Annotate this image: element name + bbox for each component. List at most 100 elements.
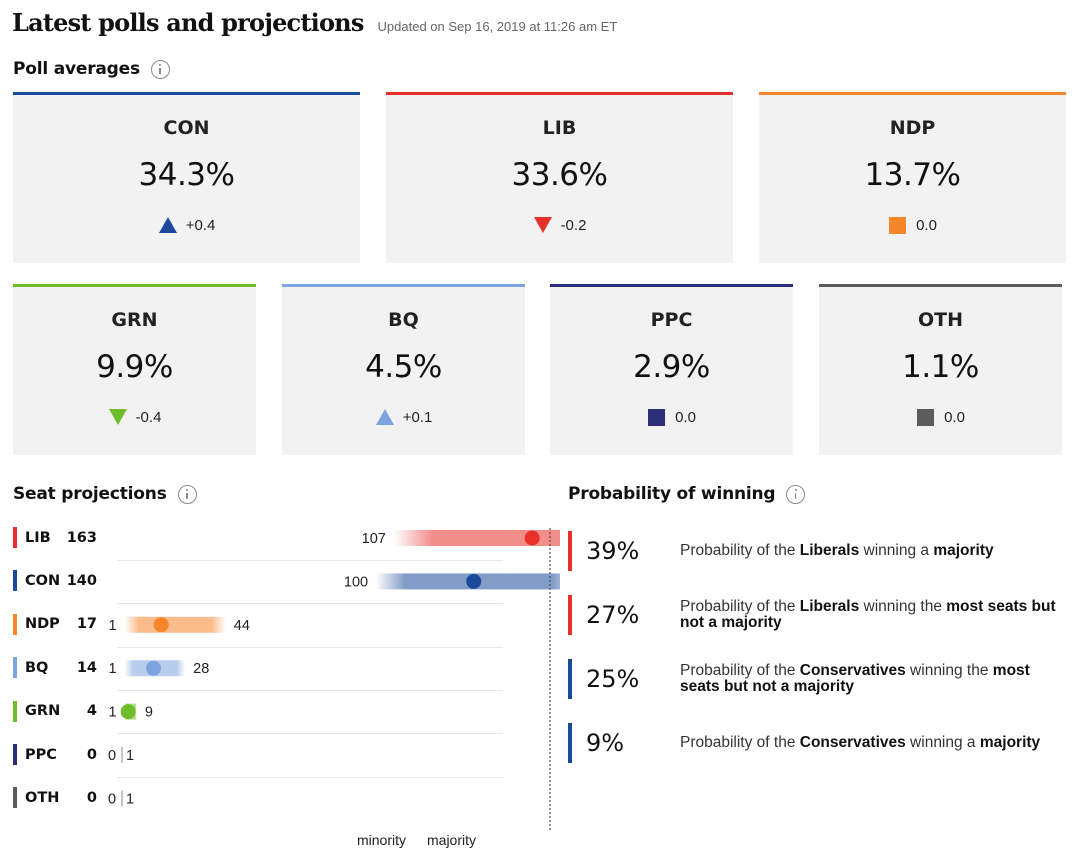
seat-projections-title: Seat projections bbox=[13, 484, 167, 504]
info-icon[interactable] bbox=[150, 59, 170, 79]
row-divider bbox=[117, 776, 503, 778]
party-color-swatch bbox=[13, 570, 17, 592]
row-divider bbox=[117, 689, 503, 691]
poll-averages-heading: Poll averages bbox=[13, 59, 170, 79]
range-bar bbox=[124, 616, 226, 633]
card-change: +0.1 bbox=[282, 408, 525, 426]
seat-row-projection: 14 bbox=[76, 659, 97, 676]
probability-emphasis: Conservatives bbox=[799, 734, 906, 751]
seat-row-con: CON 140 bbox=[13, 570, 97, 592]
range-high-label: 1 bbox=[126, 748, 134, 764]
probability-title: Probability of winning bbox=[568, 484, 776, 504]
range-low-label: 1 bbox=[108, 661, 116, 677]
seat-row-party: PPC bbox=[25, 746, 57, 763]
updated-timestamp: Updated on Sep 16, 2019 at 11:26 am ET bbox=[377, 19, 618, 34]
probability-emphasis: majority bbox=[979, 734, 1041, 751]
seat-range-lib: 107219 bbox=[362, 530, 560, 547]
party-color-swatch bbox=[13, 700, 17, 722]
card-change-value: +0.1 bbox=[402, 408, 433, 426]
card-percentage: 33.6% bbox=[511, 157, 608, 193]
seat-row-projection: 4 bbox=[86, 703, 97, 720]
projection-dot bbox=[146, 660, 162, 676]
poll-card-con: CON 34.3% +0.4 bbox=[13, 92, 360, 263]
card-change: 0.0 bbox=[550, 408, 793, 426]
triangle-down-icon bbox=[108, 409, 127, 425]
range-low-label: 107 bbox=[362, 531, 386, 547]
seat-range-bq: 1 28 bbox=[108, 660, 209, 677]
triangle-up-icon bbox=[158, 217, 177, 233]
card-percentage: 2.9% bbox=[633, 349, 710, 385]
seat-row-party: BQ bbox=[25, 659, 49, 676]
card-change-value: -0.4 bbox=[135, 408, 162, 426]
probability-description: Probability of the Liberals winning the … bbox=[680, 599, 1068, 631]
probability-text: Probability of the bbox=[680, 598, 800, 615]
range-low-label: 1 bbox=[108, 618, 116, 634]
card-change-value: +0.4 bbox=[185, 216, 216, 234]
minority-label: minority bbox=[357, 832, 407, 848]
range-high-label: 28 bbox=[193, 661, 209, 677]
party-color-swatch bbox=[13, 613, 17, 635]
range-low-label: 0 bbox=[108, 791, 116, 807]
seat-range-chart: 107219100184144128190101 bbox=[108, 528, 560, 830]
probability-emphasis: Liberals bbox=[799, 598, 860, 615]
probability-text: Probability of the bbox=[680, 662, 800, 679]
probability-item: 39% Probability of the Liberals winning a… bbox=[568, 531, 1068, 571]
page-title: Latest polls and projections bbox=[12, 8, 364, 37]
probability-emphasis: most seats but not a majority bbox=[680, 662, 1030, 695]
probability-heading: Probability of winning bbox=[568, 484, 806, 504]
poll-card-lib: LIB 33.6% -0.2 bbox=[386, 92, 733, 263]
majority-label: majority bbox=[427, 832, 477, 848]
seat-row-projection: 163 bbox=[66, 529, 97, 546]
card-party-label: PPC bbox=[650, 309, 693, 331]
probability-description: Probability of the Conservatives winning… bbox=[680, 663, 1068, 695]
seat-row-party: GRN bbox=[25, 703, 61, 720]
row-divider bbox=[117, 603, 503, 605]
card-change-value: 0.0 bbox=[916, 216, 937, 234]
poll-card-ndp: NDP 13.7% 0.0 bbox=[759, 92, 1066, 263]
card-change-value: 0.0 bbox=[675, 408, 696, 426]
party-color-swatch bbox=[13, 657, 17, 679]
card-percentage: 1.1% bbox=[902, 349, 979, 385]
probability-item: 27% Probability of the Liberals winning t… bbox=[568, 595, 1068, 635]
card-change: +0.4 bbox=[13, 216, 360, 234]
probability-percent: 27% bbox=[586, 601, 640, 629]
probability-text: winning the bbox=[905, 662, 993, 679]
card-party-label: GRN bbox=[111, 309, 158, 331]
projection-dot bbox=[524, 530, 540, 546]
row-divider bbox=[117, 646, 503, 648]
range-low-label: 100 bbox=[344, 574, 368, 590]
probability-color-bar bbox=[568, 531, 572, 571]
card-percentage: 9.9% bbox=[96, 349, 173, 385]
row-divider bbox=[117, 559, 503, 561]
range-high-label: 44 bbox=[234, 618, 250, 634]
card-change: -0.2 bbox=[386, 216, 733, 234]
probability-emphasis: most seats but not a majority bbox=[680, 598, 1056, 631]
range-bar bbox=[393, 530, 560, 546]
card-percentage: 34.3% bbox=[138, 157, 235, 193]
poll-averages-title: Poll averages bbox=[13, 59, 140, 79]
square-icon bbox=[917, 409, 935, 426]
info-icon[interactable] bbox=[786, 484, 806, 504]
seat-row-ndp: NDP 17 bbox=[13, 613, 97, 635]
square-icon bbox=[889, 217, 907, 234]
range-low-label: 0 bbox=[108, 748, 116, 764]
probability-emphasis: Conservatives bbox=[799, 662, 906, 679]
card-party-label: OTH bbox=[917, 309, 963, 331]
projection-dot bbox=[153, 617, 169, 633]
card-party-label: NDP bbox=[889, 117, 936, 139]
probability-description: Probability of the Liberals winning a ma… bbox=[680, 543, 1068, 559]
seat-row-lib: LIB 163 bbox=[13, 527, 97, 548]
probability-emphasis: majority bbox=[933, 542, 994, 559]
range-high-label: 1 bbox=[126, 791, 134, 807]
seat-row-party: LIB bbox=[25, 529, 51, 546]
probability-item: 25% Probability of the Conservatives winn… bbox=[568, 659, 1068, 699]
seat-row-oth: OTH 0 bbox=[13, 787, 97, 809]
info-icon[interactable] bbox=[177, 484, 197, 504]
poll-card-ppc: PPC 2.9% 0.0 bbox=[550, 284, 793, 455]
poll-card-oth: OTH 1.1% 0.0 bbox=[819, 284, 1062, 455]
seat-row-projection: 140 bbox=[66, 572, 97, 589]
row-divider bbox=[117, 733, 503, 735]
